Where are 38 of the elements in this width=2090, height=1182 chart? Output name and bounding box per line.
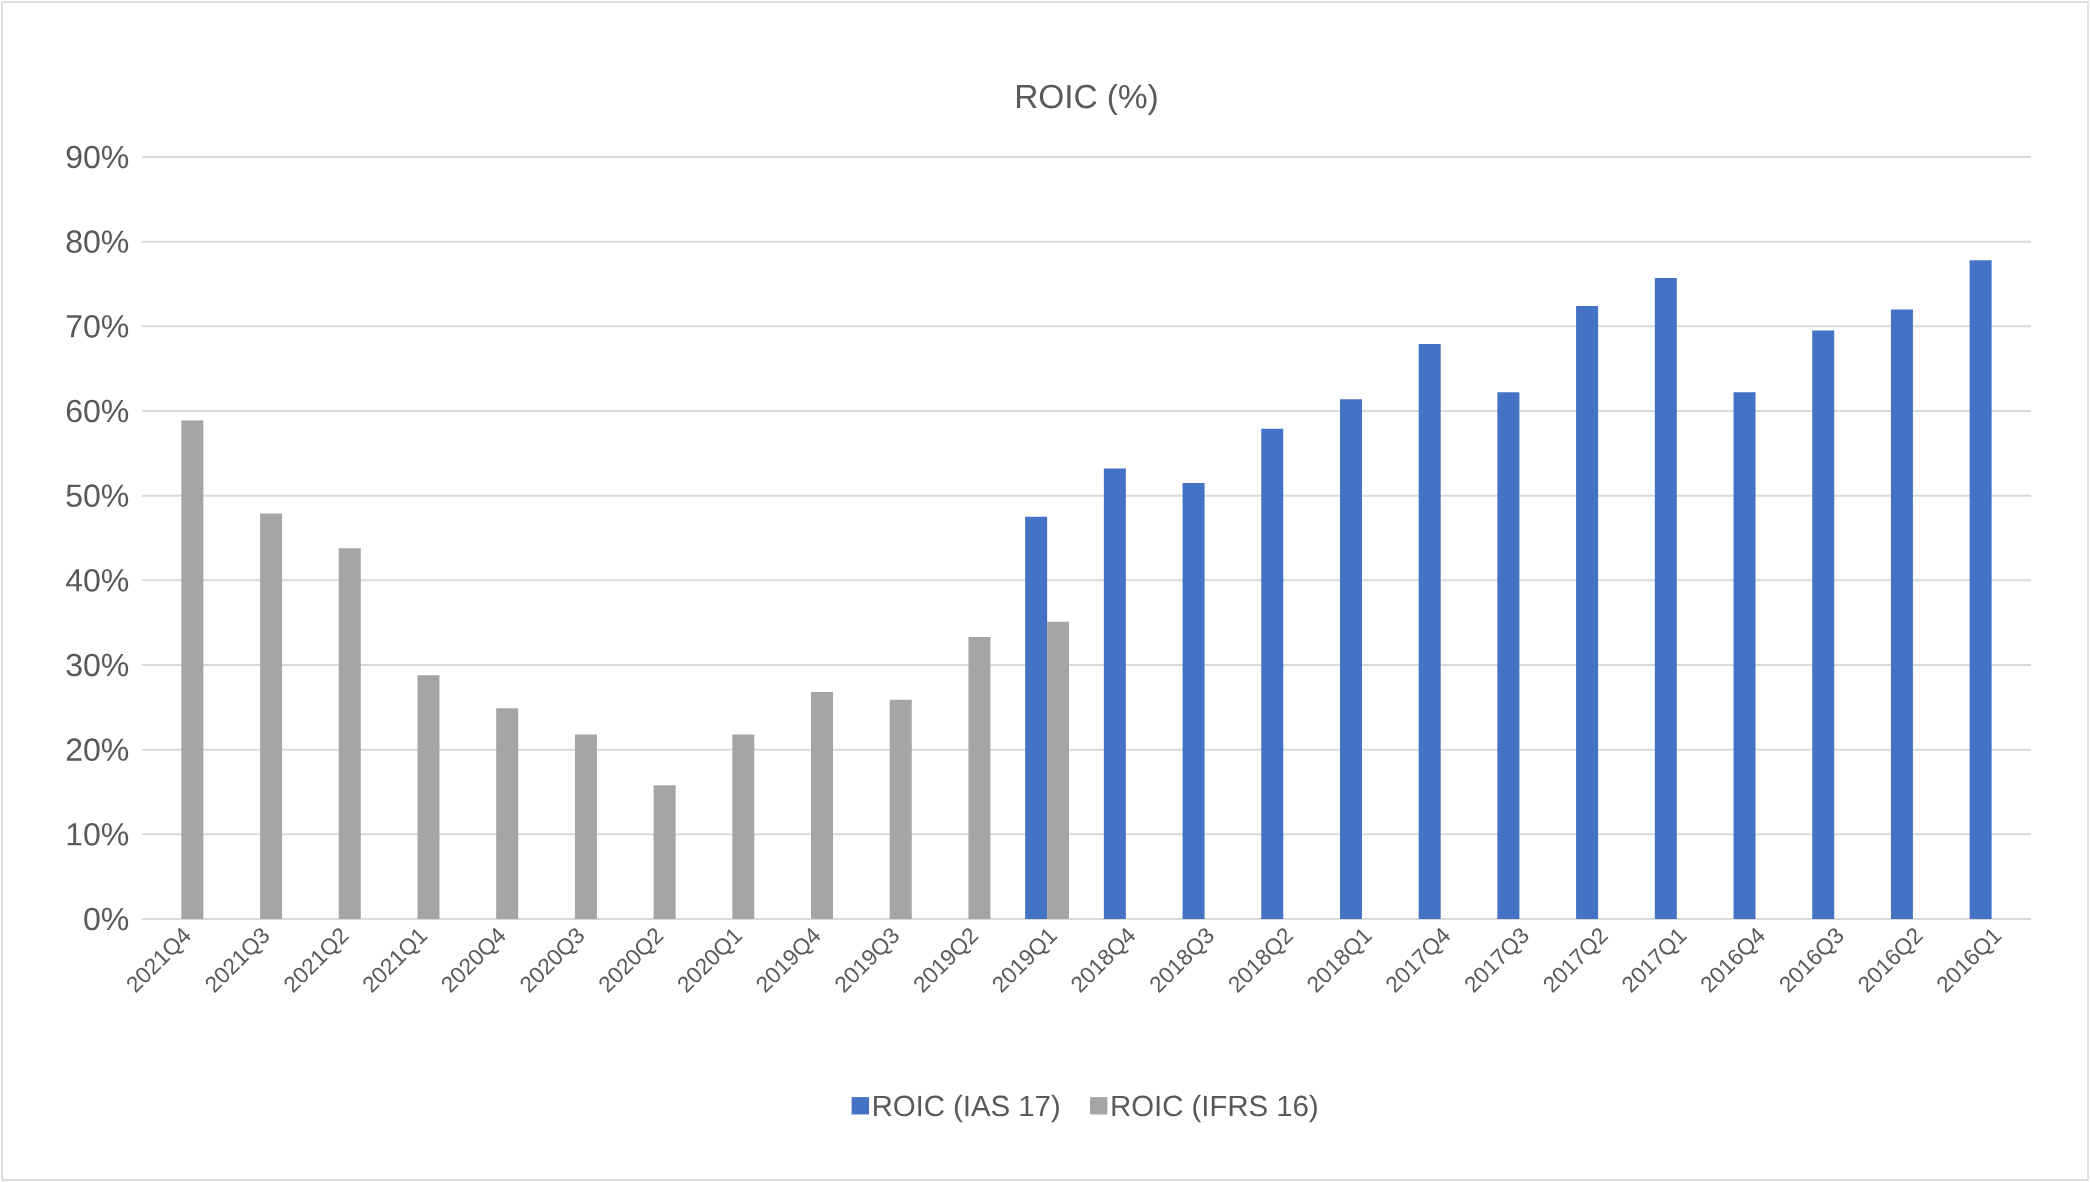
bar (496, 708, 519, 919)
bar (1025, 516, 1048, 919)
bar (338, 548, 361, 919)
y-tick-label: 20% (66, 738, 129, 761)
y-tick-label: 60% (66, 399, 129, 423)
legend-label: ROIC (IFRS 16) (1112, 1094, 1317, 1123)
bar (1339, 399, 1362, 919)
y-tick-label: 90% (66, 145, 129, 169)
bar (1576, 306, 1599, 919)
y-tick-label: 30% (66, 653, 129, 677)
bar (1103, 468, 1126, 919)
bar (1890, 309, 1913, 919)
bar (1047, 621, 1070, 919)
bar (1261, 428, 1284, 919)
y-tick-label: 50% (66, 484, 129, 507)
y-tick-label: 0% (84, 907, 129, 931)
bar (574, 734, 597, 919)
bar (1969, 260, 1992, 919)
bar (1654, 278, 1677, 919)
bar (732, 734, 755, 919)
bar (1812, 330, 1835, 919)
bar (1733, 392, 1756, 919)
y-tick-label: 80% (66, 230, 129, 253)
bar (811, 692, 834, 919)
bar (968, 637, 991, 919)
bar (1418, 344, 1441, 919)
y-tick-label: 40% (65, 569, 129, 592)
y-tick-label: 70% (66, 315, 129, 338)
bar (889, 699, 912, 919)
bar (653, 785, 676, 919)
chart-title: ROIC (%) (1017, 83, 1157, 115)
bar (417, 675, 440, 919)
legend-label: ROIC (IAS 17) (874, 1094, 1059, 1123)
y-tick-label: 10% (67, 823, 129, 846)
bar (181, 420, 204, 919)
bar (260, 513, 283, 919)
bar (1182, 482, 1205, 919)
bar (1497, 392, 1520, 919)
